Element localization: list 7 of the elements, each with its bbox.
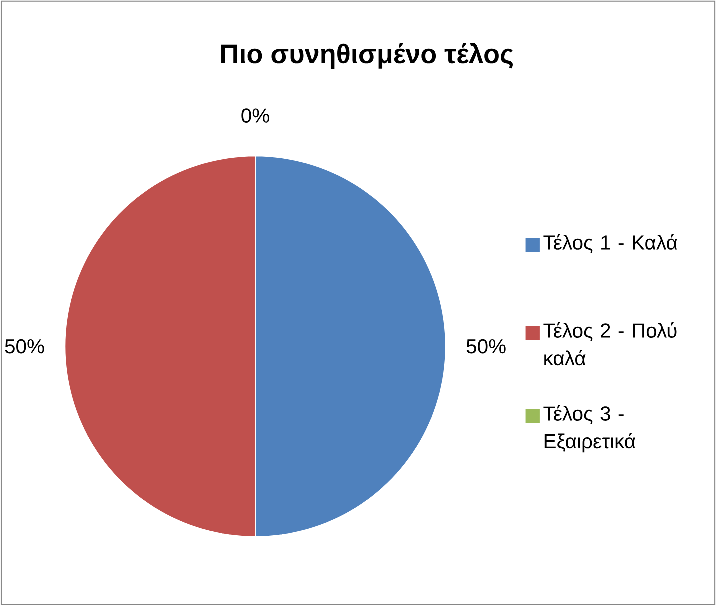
chart-title: Πιο συνηθισμένο τέλος bbox=[222, 43, 513, 69]
text: 0% bbox=[242, 108, 270, 123]
legend-label: Τέλος 2 - Πολύ καλά bbox=[544, 322, 677, 366]
legend-label: Τέλος 3 - Εξαιρετικά bbox=[544, 405, 636, 453]
legend-label: Τέλος 1 - Καλά bbox=[544, 234, 678, 254]
data-label: 50% bbox=[466, 339, 506, 354]
data-label: 50% bbox=[5, 339, 44, 354]
